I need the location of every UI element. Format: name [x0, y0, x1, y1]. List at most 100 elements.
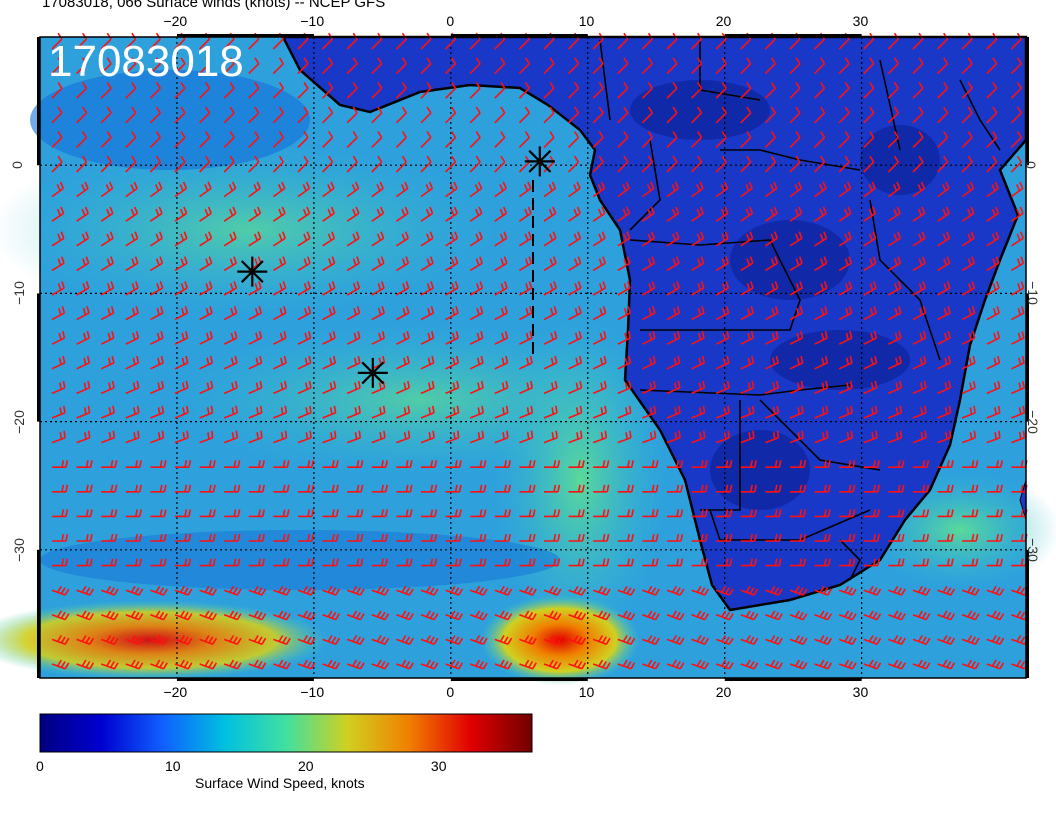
wind-barb [248, 585, 267, 596]
wind-barb [888, 430, 903, 444]
wind-barb [592, 106, 604, 124]
wind-barb [764, 231, 778, 247]
wind-barb [396, 585, 414, 596]
wind-barb [666, 380, 681, 395]
wind-barb [986, 533, 1003, 542]
wind-barb [273, 331, 287, 345]
wind-barb [322, 231, 336, 247]
wind-barb [125, 405, 140, 419]
wind-barb [863, 32, 875, 50]
wind-barb [322, 380, 337, 395]
wind-barb [371, 405, 386, 419]
wind-barb [273, 380, 288, 395]
wind-barb [740, 355, 755, 370]
wind-barb [248, 57, 260, 75]
wind-barb [715, 32, 727, 50]
wind-barb [494, 380, 509, 395]
wind-barb [199, 355, 214, 370]
marker-2 [237, 256, 268, 287]
wind-barb [789, 405, 804, 419]
wind-barb [740, 659, 759, 670]
wind-barb [863, 131, 875, 148]
wind-barb [543, 355, 558, 370]
wind-barb [568, 231, 582, 247]
wind-barb [838, 256, 852, 272]
wind-barb [76, 306, 90, 321]
wind-barb [888, 659, 906, 670]
wind-barb [961, 181, 975, 198]
wind-barb [715, 155, 727, 173]
wind-barb [1010, 256, 1025, 272]
wind-barb [420, 430, 435, 444]
wind-barb [149, 81, 161, 99]
wind-barb [199, 256, 213, 272]
wind-barb [1010, 231, 1024, 247]
wind-barb [371, 585, 390, 596]
wind-barb [297, 306, 312, 321]
wind-barb [961, 610, 980, 621]
wind-barb [544, 484, 561, 493]
wind-barb [346, 131, 358, 148]
wind-barb [150, 306, 164, 321]
wind-barb [322, 659, 341, 670]
wind-barb [445, 106, 457, 124]
wind-barb [740, 509, 757, 518]
wind-barb [174, 331, 189, 345]
colorbar-tick-label: 30 [430, 758, 447, 774]
wind-barb [863, 81, 875, 99]
wind-barb [666, 155, 678, 173]
lat-tick-label: −10 [10, 281, 27, 306]
wind-barb [1010, 155, 1022, 173]
wind-barb [469, 256, 483, 272]
wind-barb [912, 610, 931, 621]
wind-barb [641, 57, 653, 75]
wind-barb [814, 558, 831, 567]
wind-barb [273, 635, 291, 645]
wind-barb [494, 131, 506, 148]
wind-barb [641, 206, 655, 222]
wind-barb [887, 181, 901, 198]
wind-barb [395, 231, 409, 247]
wind-barb [396, 405, 411, 419]
wind-barb [174, 131, 186, 148]
wind-barb [346, 57, 358, 75]
wind-barb [150, 484, 167, 493]
wind-barb [617, 610, 636, 621]
wind-barb [371, 635, 390, 645]
wind-barb [199, 380, 214, 395]
wind-barb [51, 659, 70, 670]
wind-barb [666, 331, 681, 345]
wind-barb [224, 533, 241, 542]
wind-barb [248, 484, 265, 493]
wind-barb [617, 585, 636, 596]
wind-barb [543, 81, 555, 99]
wind-barb [395, 32, 407, 50]
wind-barb [248, 659, 267, 670]
wind-barb [838, 81, 850, 99]
wind-barb [100, 57, 112, 75]
wind-barb [887, 256, 902, 272]
wind-barb [543, 585, 562, 596]
wind-barb [716, 484, 733, 493]
wind-barb [937, 405, 952, 419]
wind-barb [913, 509, 930, 518]
wind-barb [740, 380, 755, 395]
wind-barb [150, 430, 165, 444]
wind-barb [913, 484, 930, 493]
wind-barb [986, 57, 998, 75]
wind-barb [888, 585, 906, 596]
wind-barb [346, 380, 361, 395]
wind-barb [396, 484, 413, 493]
wind-barb [617, 281, 631, 296]
wind-barb [1011, 405, 1026, 419]
wind-barb [51, 231, 65, 247]
wind-barb [666, 131, 678, 148]
wind-barb [961, 57, 973, 75]
wind-barb [76, 509, 93, 518]
wind-barb [322, 610, 341, 621]
wind-barb [986, 131, 998, 148]
wind-barb [863, 155, 875, 173]
wind-barb [986, 306, 1000, 321]
wind-barb [297, 106, 309, 124]
wind-barb [863, 231, 877, 247]
